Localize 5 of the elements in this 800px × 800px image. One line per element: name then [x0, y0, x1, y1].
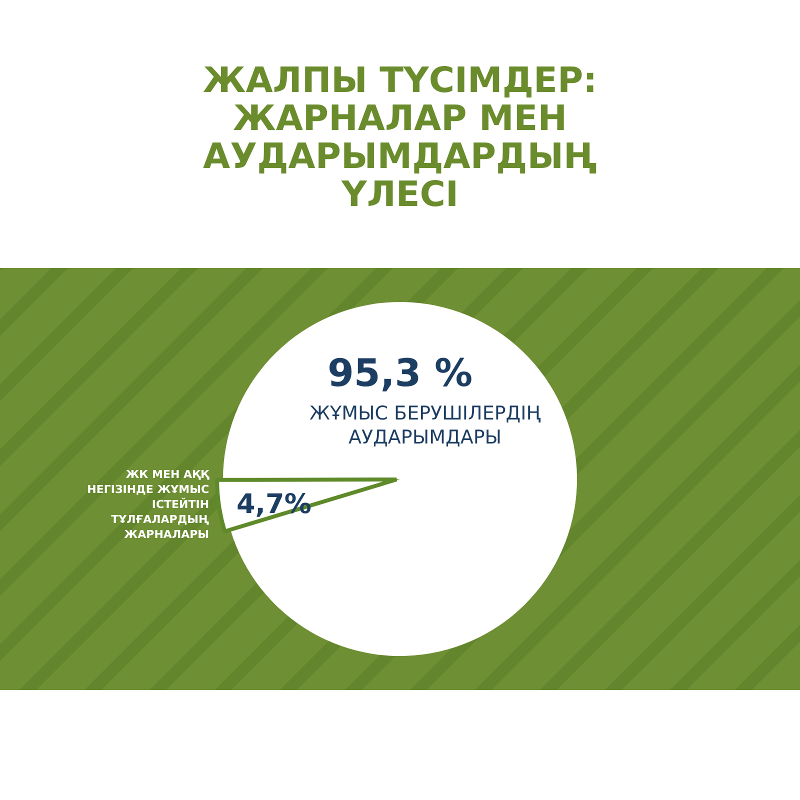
data-label: 95,3 % — [327, 351, 473, 396]
chart-title: ЖАЛПЫ ТҮСІМДЕР: ЖАРНАЛАР МЕН АУДАРЫМДАРДЫҢ ҮЛЕСІ — [202, 61, 598, 215]
data-label: 4,7% — [236, 488, 312, 520]
slice-label: ЖҰМЫС БЕРУШІЛЕРДІҢ АУДАРЫМДАРЫ — [309, 402, 542, 448]
slice-label: ЖК МЕН АҚҚ НЕГІЗІНДЕ ЖҰМЫС ІСТЕЙТІН ТҰЛҒАЛАРДЫҢ ЖАРНАЛАРЫ — [87, 468, 210, 541]
